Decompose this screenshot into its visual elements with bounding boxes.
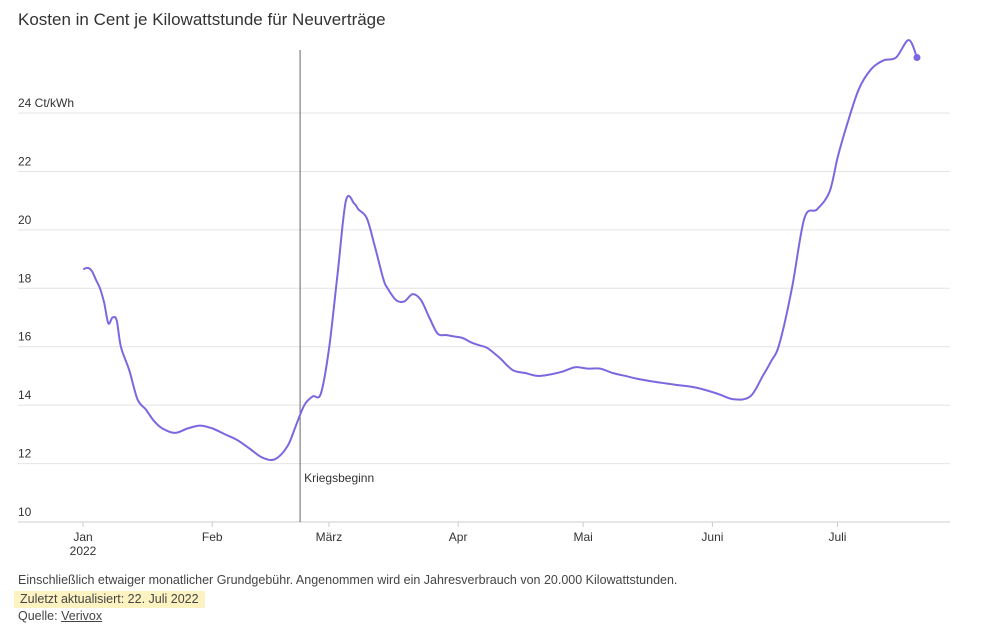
y-tick-label: 10 — [18, 505, 32, 519]
y-axis-labels: 10 12 14 16 18 20 22 24 Ct/kWh — [18, 96, 74, 519]
x-tick-label: Mai — [574, 530, 593, 544]
x-tick-label: Juli — [828, 530, 846, 544]
grid-lines — [18, 112, 950, 523]
x-tick-label: März — [316, 530, 343, 544]
last-updated-badge: Zuletzt aktualisiert: 22. Juli 2022 — [14, 591, 205, 608]
series-layer — [82, 39, 921, 462]
y-tick-label: 20 — [18, 213, 32, 227]
y-tick-label: 14 — [18, 388, 32, 402]
x-tick-sublabel: 2022 — [70, 544, 97, 558]
y-tick-label: 22 — [18, 154, 32, 168]
last-data-point — [913, 54, 921, 62]
x-tick-label: Feb — [202, 530, 223, 544]
x-tick-label: Juni — [701, 530, 723, 544]
x-tick-label: Apr — [449, 530, 468, 544]
source-link[interactable]: Verivox — [61, 609, 103, 623]
annotation-label: Kriegsbeginn — [304, 471, 374, 485]
y-tick-label: 16 — [18, 330, 32, 344]
series-line — [82, 39, 918, 462]
source-label: Quelle: — [18, 609, 58, 623]
y-tick-label: 18 — [18, 271, 32, 285]
chart-title: Kosten in Cent je Kilowattstunde für Neu… — [18, 10, 386, 29]
annotation: Kriegsbeginn — [299, 50, 374, 522]
source-line: Quelle: Verivox — [18, 609, 102, 623]
x-tick-label: Jan — [73, 530, 92, 544]
footnote: Einschließlich etwaiger monatlicher Grun… — [18, 573, 678, 587]
y-tick-label: 24 Ct/kWh — [18, 96, 74, 110]
y-tick-label: 12 — [18, 447, 32, 461]
